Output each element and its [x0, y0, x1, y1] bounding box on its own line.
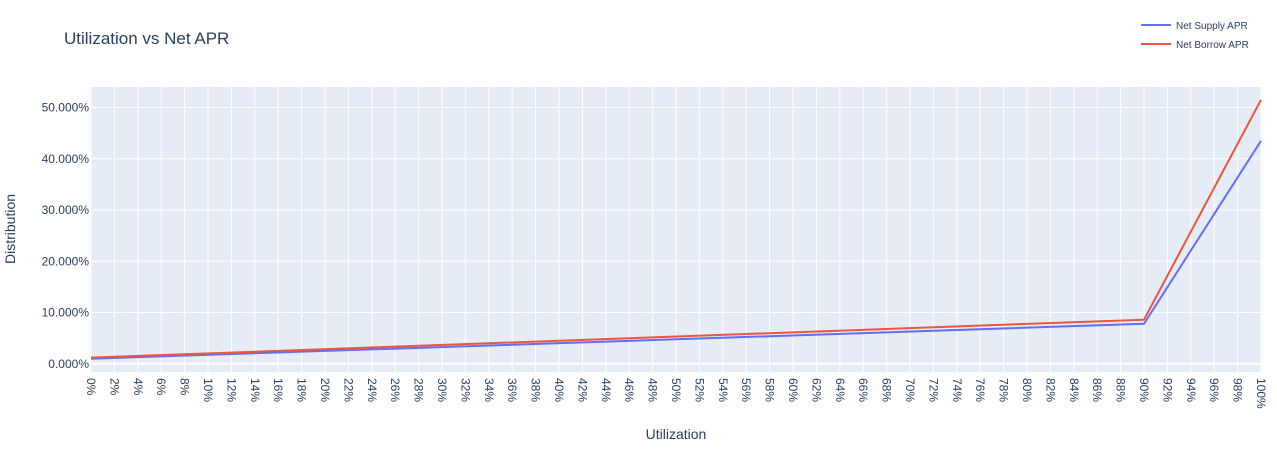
x-tick-label: 64% [833, 378, 847, 402]
x-tick-label: 0% [84, 378, 98, 396]
series-line [90, 99, 1262, 359]
x-tick-label: 36% [505, 378, 519, 402]
x-tick-label: 90% [1137, 378, 1151, 402]
legend-label: Net Supply APR [1176, 21, 1248, 32]
x-tick-label: 28% [412, 378, 426, 402]
y-axis-title: Distribution [2, 194, 18, 264]
x-tick-label: 62% [809, 378, 823, 402]
x-tick-label: 42% [575, 378, 589, 402]
x-tick-label: 52% [692, 378, 706, 402]
x-tick-label: 16% [271, 378, 285, 402]
x-tick-label: 98% [1231, 378, 1245, 402]
x-gridlines [90, 87, 1262, 372]
x-tick-label: 30% [435, 378, 449, 402]
y-tick-label: 30.000% [42, 203, 90, 217]
x-tick-label: 26% [388, 378, 402, 402]
x-tick-label: 32% [458, 378, 472, 402]
y-tick-label: 0.000% [48, 357, 89, 371]
chart-title: Utilization vs Net APR [64, 29, 229, 48]
series-line [90, 140, 1262, 360]
x-tick-label: 22% [341, 378, 355, 402]
x-tick-label: 34% [482, 378, 496, 402]
x-tick-label: 24% [365, 378, 379, 402]
x-tick-label: 46% [622, 378, 636, 402]
x-tick-label: 54% [716, 378, 730, 402]
x-tick-label: 12% [224, 378, 238, 402]
series-lines [90, 99, 1262, 360]
x-tick-label: 38% [529, 378, 543, 402]
x-tick-label: 100% [1254, 378, 1268, 409]
x-axis-title: Utilization [646, 426, 707, 442]
x-tick-label: 10% [201, 378, 215, 402]
y-tick-label: 50.000% [42, 101, 90, 115]
y-tick-label: 20.000% [42, 254, 90, 268]
x-tick-label: 82% [1043, 378, 1057, 402]
x-tick-label: 76% [973, 378, 987, 402]
x-tick-label: 48% [646, 378, 660, 402]
x-tick-label: 44% [599, 378, 613, 402]
x-tick-label: 20% [318, 378, 332, 402]
x-tick-label: 8% [178, 378, 192, 396]
x-tick-label: 2% [107, 378, 121, 396]
x-tick-label: 78% [997, 378, 1011, 402]
x-tick-label: 6% [154, 378, 168, 396]
x-tick-label: 58% [763, 378, 777, 402]
y-tick-labels: 0.000% 10.000% 20.000% 30.000% 40.000% 50.000… [42, 101, 90, 371]
x-tick-label: 56% [739, 378, 753, 402]
x-tick-label: 72% [926, 378, 940, 402]
x-tick-label: 40% [552, 378, 566, 402]
y-tick-label: 10.000% [42, 306, 90, 320]
x-tick-label: 66% [856, 378, 870, 402]
x-tick-labels: 0% 2% 4% 6% 8% 10% 12% 14% 16% 18% 20% 22% 24% 26% 28%… [84, 378, 1268, 409]
x-tick-label: 60% [786, 378, 800, 402]
x-tick-label: 68% [880, 378, 894, 402]
x-tick-label: 80% [1020, 378, 1034, 402]
x-tick-label: 50% [669, 378, 683, 402]
legend-item[interactable]: Net Borrow APR [1141, 40, 1249, 51]
legend-label: Net Borrow APR [1176, 40, 1249, 51]
legend[interactable]: Net Supply APR Net Borrow APR [1141, 21, 1249, 51]
legend-item[interactable]: Net Supply APR [1141, 21, 1248, 32]
x-tick-label: 88% [1114, 378, 1128, 402]
x-tick-label: 84% [1067, 378, 1081, 402]
x-tick-label: 86% [1090, 378, 1104, 402]
x-tick-label: 4% [131, 378, 145, 396]
x-tick-label: 92% [1160, 378, 1174, 402]
x-tick-label: 74% [950, 378, 964, 402]
x-tick-label: 70% [903, 378, 917, 402]
x-tick-label: 18% [295, 378, 309, 402]
x-tick-label: 96% [1207, 378, 1221, 402]
x-tick-label: 14% [248, 378, 262, 402]
x-tick-label: 94% [1184, 378, 1198, 402]
y-tick-label: 40.000% [42, 152, 90, 166]
